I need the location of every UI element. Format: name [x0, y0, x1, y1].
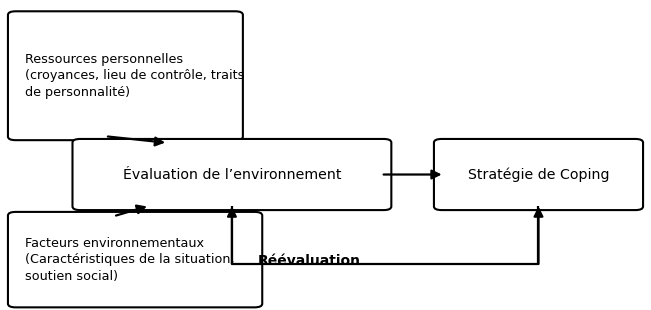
FancyBboxPatch shape: [434, 139, 643, 210]
Text: Évaluation de l’environnement: Évaluation de l’environnement: [122, 167, 341, 182]
FancyBboxPatch shape: [8, 11, 243, 140]
Text: Ressources personnelles
(croyances, lieu de contrôle, traits
de personnalité): Ressources personnelles (croyances, lieu…: [25, 53, 245, 99]
FancyBboxPatch shape: [72, 139, 391, 210]
Text: Facteurs environnementaux
(Caractéristiques de la situation,
soutien social): Facteurs environnementaux (Caractéristiq…: [25, 237, 235, 283]
FancyBboxPatch shape: [8, 212, 262, 307]
Text: Réévaluation: Réévaluation: [258, 254, 361, 268]
Text: Stratégie de Coping: Stratégie de Coping: [468, 167, 609, 182]
